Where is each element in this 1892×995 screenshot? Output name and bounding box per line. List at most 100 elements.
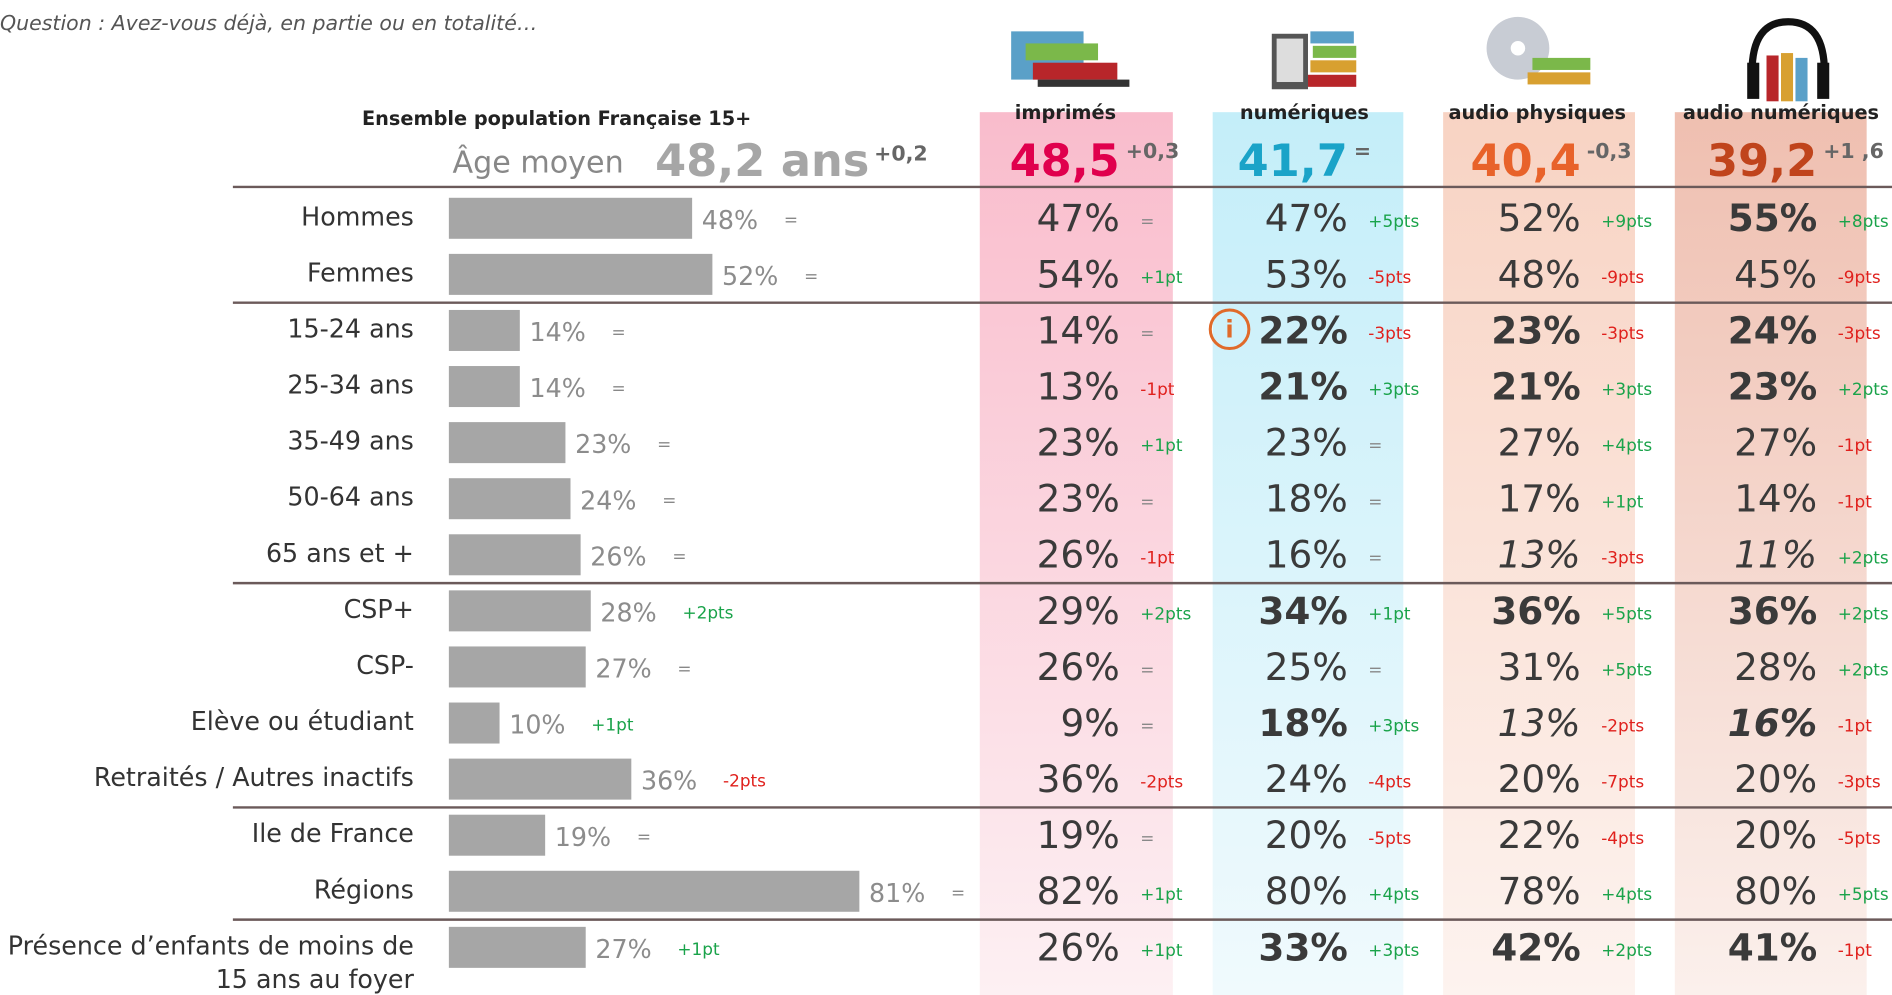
cell-delta: +5pts — [1601, 660, 1652, 680]
column-header: audio physiques — [1448, 101, 1626, 124]
cell-value: 23% — [1037, 477, 1120, 521]
cell-delta: +1pt — [1140, 435, 1183, 455]
cell-delta: -1pt — [1140, 547, 1175, 567]
infographic: Question : Avez-vous déjà, en partie ou … — [0, 0, 1892, 995]
population-delta: = — [804, 266, 818, 286]
cell-delta: +4pts — [1368, 884, 1419, 904]
cell-value: 31% — [1498, 645, 1581, 689]
cell-value: 21% — [1491, 364, 1580, 408]
cell-delta: = — [1140, 716, 1154, 736]
population-bar — [449, 927, 586, 968]
cell-delta: +2pts — [1140, 603, 1191, 623]
column-header: numériques — [1240, 101, 1369, 124]
population-bar — [449, 703, 500, 744]
population-delta: +1pt — [677, 939, 720, 959]
cell-delta: = — [1368, 435, 1382, 455]
column-age-delta: +0,3 — [1126, 139, 1180, 163]
population-delta: = — [612, 322, 626, 342]
population-label: 48% — [702, 205, 758, 235]
row-label: 50-64 ans — [287, 482, 413, 512]
cell-value: 36% — [1728, 589, 1817, 633]
column-age-delta: -0,3 — [1587, 139, 1632, 163]
cell-delta: -2pts — [1140, 772, 1183, 792]
cell-delta: +4pts — [1601, 435, 1652, 455]
population-bar — [449, 534, 581, 575]
population-delta: +2pts — [682, 602, 733, 622]
population-bar — [449, 478, 571, 519]
cell-delta: +2pts — [1601, 940, 1652, 960]
cell-delta: -1pt — [1838, 940, 1873, 960]
column-age-delta: +1 ,6 — [1823, 139, 1884, 163]
cell-delta: +1pt — [1140, 267, 1183, 287]
population-label: 10% — [509, 710, 565, 740]
column-age: 41,7 — [1238, 135, 1348, 187]
cell-delta: +3pts — [1601, 379, 1652, 399]
cell-value: 53% — [1265, 252, 1348, 296]
cell-delta: -4pts — [1368, 772, 1411, 792]
cell-value: 9% — [1060, 701, 1119, 745]
population-bar — [449, 590, 591, 631]
cell-value: 25% — [1265, 645, 1348, 689]
cell-value: 18% — [1265, 477, 1348, 521]
cell-value: 36% — [1037, 757, 1120, 801]
cell-value: 22% — [1498, 813, 1581, 857]
cell-value: 47% — [1265, 196, 1348, 240]
cell-delta: -3pts — [1368, 323, 1411, 343]
cell-value: 19% — [1037, 813, 1120, 857]
cell-value: 20% — [1734, 813, 1817, 857]
cell-delta: = — [1140, 491, 1154, 511]
cell-value: 21% — [1258, 364, 1347, 408]
row-label: Femmes — [307, 257, 414, 287]
column-age: 48,5 — [1010, 135, 1120, 187]
cell-value: 29% — [1037, 589, 1120, 633]
population-delta: = — [951, 883, 965, 903]
population-bar — [449, 422, 566, 463]
cell-value: 26% — [1037, 533, 1120, 577]
cell-value: 13% — [1037, 364, 1120, 408]
cell-value: 54% — [1037, 252, 1120, 296]
population-bar — [449, 366, 520, 407]
cell-value: 33% — [1258, 925, 1347, 969]
row-label: Retraités / Autres inactifs — [94, 762, 414, 792]
row-label: CSP- — [356, 650, 414, 680]
row-label: 15-24 ans — [287, 313, 413, 343]
cell-value: 14% — [1037, 308, 1120, 352]
population-bar — [449, 310, 520, 351]
svg-text:i: i — [1225, 315, 1233, 343]
population-delta: = — [657, 434, 671, 454]
cell-delta: = — [1140, 323, 1154, 343]
cell-value: 27% — [1498, 421, 1581, 465]
cell-value: 23% — [1491, 308, 1580, 352]
cell-value: 26% — [1037, 645, 1120, 689]
row-label: 25-34 ans — [287, 370, 413, 400]
cell-value: 17% — [1498, 477, 1581, 521]
population-label: 36% — [641, 766, 697, 796]
cell-delta: +4pts — [1601, 884, 1652, 904]
column-age: 39,2 — [1707, 135, 1817, 187]
cell-value: 52% — [1498, 196, 1581, 240]
cell-delta: +1pt — [1601, 491, 1644, 511]
cell-value: 13% — [1498, 533, 1581, 577]
row-label: Présence d’enfants de moins de — [8, 930, 414, 960]
row-label: 35-49 ans — [287, 426, 413, 456]
cell-delta: -1pt — [1838, 491, 1873, 511]
cell-value: 20% — [1498, 757, 1581, 801]
cell-value: 78% — [1498, 869, 1581, 913]
cell-delta: -4pts — [1601, 828, 1644, 848]
cell-delta: +1pt — [1368, 603, 1411, 623]
population-label: 28% — [600, 597, 656, 627]
cell-delta: -9pts — [1601, 267, 1644, 287]
population-label: 27% — [595, 934, 651, 964]
cell-value: 47% — [1037, 196, 1120, 240]
cell-delta: +2pts — [1838, 379, 1889, 399]
population-label: 24% — [580, 485, 636, 515]
population-label: 26% — [590, 541, 646, 571]
cell-value: 34% — [1258, 589, 1347, 633]
cell-delta: = — [1368, 660, 1382, 680]
cell-value: 23% — [1037, 421, 1120, 465]
cell-value: 13% — [1498, 701, 1581, 745]
population-label: 52% — [722, 261, 778, 291]
row-label: Hommes — [301, 201, 414, 231]
cell-value: 80% — [1265, 869, 1348, 913]
cell-delta: +3pts — [1368, 940, 1419, 960]
